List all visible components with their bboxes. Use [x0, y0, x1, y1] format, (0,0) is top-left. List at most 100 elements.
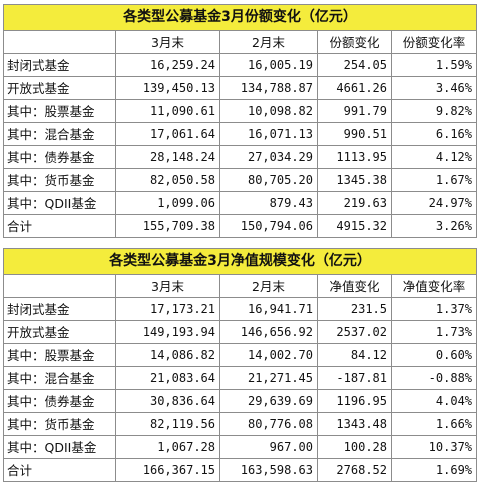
table-row: 其中：股票基金 11,090.61 10,098.82 991.79 9.82% — [3, 99, 477, 123]
share-change-table: 各类型公募基金3月份额变化（亿元） 3月末 2月末 份额变化 份额变化率 封闭式基金 16,… — [3, 4, 477, 238]
table-title-row: 各类型公募基金3月份额变化（亿元） — [3, 4, 477, 31]
table-cell: 1196.95 — [317, 389, 392, 413]
row-label: 开放式基金 — [3, 76, 116, 100]
table-cell: 991.79 — [317, 99, 392, 123]
table-cell: 139,450.13 — [115, 76, 220, 100]
column-header — [3, 274, 116, 298]
table-row: 合计 155,709.38 150,794.06 4915.32 3.26% — [3, 214, 477, 238]
table-row: 开放式基金 149,193.94 146,656.92 2537.02 1.73% — [3, 320, 478, 344]
table-cell: 16,259.24 — [115, 53, 220, 77]
table-title: 各类型公募基金3月净值规模变化（亿元） — [2, 248, 478, 275]
row-label: 合计 — [3, 458, 116, 482]
row-label: 其中：货币基金 — [3, 168, 116, 192]
table-cell: -0.88% — [390, 366, 478, 390]
row-label: 其中：QDII基金 — [3, 191, 116, 215]
row-label: 其中：债券基金 — [3, 389, 116, 413]
table-cell: 219.63 — [317, 191, 392, 215]
table-cell: 16,941.71 — [219, 297, 318, 321]
table-row: 其中：货币基金 82,050.58 80,705.20 1345.38 1.67% — [3, 168, 477, 192]
row-label: 封闭式基金 — [3, 53, 116, 77]
column-header: 2月末 — [219, 274, 318, 298]
row-label: 封闭式基金 — [3, 297, 116, 321]
table-cell: 1.73% — [390, 320, 478, 344]
table-cell: 3.26% — [391, 214, 477, 238]
table-cell: 24.97% — [391, 191, 477, 215]
table-cell: 80,705.20 — [219, 168, 318, 192]
row-label: 其中：混合基金 — [3, 122, 116, 146]
column-header: 2月末 — [219, 30, 318, 54]
column-header: 净值变化 — [317, 274, 392, 298]
table-cell: 29,639.69 — [219, 389, 318, 413]
table-cell: 4661.26 — [317, 76, 392, 100]
row-label: 其中：债券基金 — [3, 145, 116, 169]
row-label: 合计 — [3, 214, 116, 238]
table-row: 其中：混合基金 17,061.64 16,071.13 990.51 6.16% — [3, 122, 477, 146]
table-row: 其中：债券基金 28,148.24 27,034.29 1113.95 4.12% — [3, 145, 477, 169]
table-cell: 155,709.38 — [115, 214, 220, 238]
table-cell: 1345.38 — [317, 168, 392, 192]
table-cell: 10.37% — [390, 435, 478, 459]
table-cell: 4.12% — [391, 145, 477, 169]
table-cell: 21,271.45 — [219, 366, 318, 390]
table-title: 各类型公募基金3月份额变化（亿元） — [3, 4, 477, 31]
table-cell: 1.67% — [391, 168, 477, 192]
table-cell: 21,083.64 — [115, 366, 220, 390]
table-row: 其中：QDII基金 1,099.06 879.43 219.63 24.97% — [3, 191, 477, 215]
table-cell: 14,086.82 — [115, 343, 220, 367]
table-cell: 4.04% — [390, 389, 478, 413]
table-cell: 967.00 — [219, 435, 318, 459]
table-cell: 30,836.64 — [115, 389, 220, 413]
table-cell: 134,788.87 — [219, 76, 318, 100]
row-label: 开放式基金 — [3, 320, 116, 344]
column-header: 份额变化率 — [391, 30, 477, 54]
table-cell: 163,598.63 — [219, 458, 318, 482]
table-cell: 0.60% — [390, 343, 478, 367]
table-row: 其中：QDII基金 1,067.28 967.00 100.28 10.37% — [3, 435, 478, 459]
table-title-row: 各类型公募基金3月净值规模变化（亿元） — [2, 248, 478, 275]
column-header: 3月末 — [115, 30, 220, 54]
table-cell: 80,776.08 — [219, 412, 318, 436]
nav-change-table: 各类型公募基金3月净值规模变化（亿元） 3月末 2月末 净值变化 净值变化率 封闭式基金 1… — [2, 248, 478, 482]
table-cell: 1113.95 — [317, 145, 392, 169]
row-label: 其中：货币基金 — [3, 412, 116, 436]
table-cell: 6.16% — [391, 122, 477, 146]
table-cell: 9.82% — [391, 99, 477, 123]
table-cell: 990.51 — [317, 122, 392, 146]
table-cell: 82,050.58 — [115, 168, 220, 192]
table-cell: 4915.32 — [317, 214, 392, 238]
table-cell: 28,148.24 — [115, 145, 220, 169]
table-cell: 1.66% — [390, 412, 478, 436]
table-cell: 231.5 — [317, 297, 392, 321]
table-cell: 150,794.06 — [219, 214, 318, 238]
table-cell: 17,173.21 — [115, 297, 220, 321]
table-row: 其中：混合基金 21,083.64 21,271.45 -187.81 -0.88% — [3, 366, 478, 390]
table-row: 封闭式基金 17,173.21 16,941.71 231.5 1.37% — [3, 297, 478, 321]
table-header-row: 3月末 2月末 份额变化 份额变化率 — [3, 30, 477, 54]
table-cell: 1,099.06 — [115, 191, 220, 215]
column-header — [3, 30, 116, 54]
table-cell: 82,119.56 — [115, 412, 220, 436]
table-cell: 16,071.13 — [219, 122, 318, 146]
row-label: 其中：股票基金 — [3, 343, 116, 367]
table-cell: 254.05 — [317, 53, 392, 77]
column-header: 3月末 — [115, 274, 220, 298]
row-label: 其中：股票基金 — [3, 99, 116, 123]
table-cell: 16,005.19 — [219, 53, 318, 77]
table-row: 其中：债券基金 30,836.64 29,639.69 1196.95 4.04% — [3, 389, 478, 413]
table-cell: 166,367.15 — [115, 458, 220, 482]
table-cell: 1.69% — [390, 458, 478, 482]
table-header-row: 3月末 2月末 净值变化 净值变化率 — [3, 274, 478, 298]
table-cell: 11,090.61 — [115, 99, 220, 123]
column-header: 份额变化 — [317, 30, 392, 54]
table-row: 其中：股票基金 14,086.82 14,002.70 84.12 0.60% — [3, 343, 478, 367]
table-cell: 3.46% — [391, 76, 477, 100]
table-cell: 879.43 — [219, 191, 318, 215]
table-cell: 146,656.92 — [219, 320, 318, 344]
row-label: 其中：QDII基金 — [3, 435, 116, 459]
row-label: 其中：混合基金 — [3, 366, 116, 390]
table-cell: 10,098.82 — [219, 99, 318, 123]
table-cell: 1.37% — [390, 297, 478, 321]
table-cell: 84.12 — [317, 343, 392, 367]
table-cell: 100.28 — [317, 435, 392, 459]
